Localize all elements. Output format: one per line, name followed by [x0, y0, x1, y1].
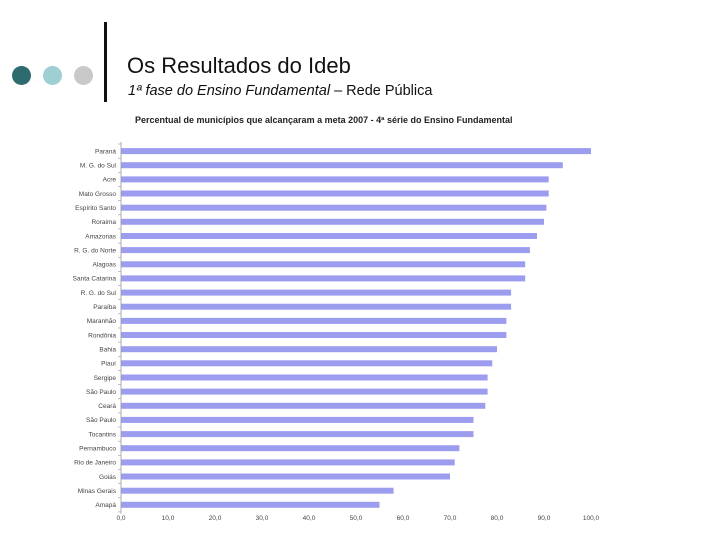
category-label: Acre [103, 177, 117, 184]
bar-19 [121, 416, 474, 423]
chart-title: Percentual de municípios que alcançaram … [135, 115, 512, 125]
bar-14 [121, 346, 497, 353]
x-tick-label: 90,0 [538, 515, 551, 522]
bar-6 [121, 233, 537, 239]
x-tick-label: 0,0 [116, 515, 125, 522]
bar-15 [121, 360, 493, 367]
category-label: Pernambuco [79, 446, 116, 453]
category-label: Goiás [99, 474, 117, 481]
chart-bars [121, 148, 591, 508]
category-label: Rio de Janeiro [74, 460, 116, 467]
bar-18 [121, 402, 486, 409]
x-tick-label: 10,0 [162, 515, 175, 522]
category-label: Alagoas [93, 262, 117, 269]
category-label: M. G. do Sul [80, 163, 117, 170]
slide-subtitle: 1ª fase do Ensino Fundamental – Rede Púb… [128, 83, 432, 99]
bar-8 [121, 261, 526, 268]
x-tick-label: 80,0 [491, 515, 504, 522]
bar-2 [121, 176, 549, 183]
x-tick-label: 50,0 [350, 515, 363, 522]
bar-5 [121, 218, 544, 225]
x-tick-label: 70,0 [444, 515, 457, 522]
chart-axis: 0,0 10,0 20,0 30,0 40,0 50,0 60,0 70,0 80,0 90,0 1… [116, 142, 600, 522]
category-label: Sergipe [94, 375, 117, 382]
title-divider [104, 22, 107, 102]
bar-10 [121, 289, 512, 296]
category-label: Espírito Santo [75, 205, 116, 212]
x-tick-label: 20,0 [209, 515, 222, 522]
subtitle-main: 1ª fase do Ensino Fundamental [128, 83, 331, 99]
category-label: Paraíba [93, 304, 116, 311]
bar-12 [121, 317, 507, 324]
bar-25 [121, 501, 380, 508]
category-label: Bahia [99, 347, 116, 354]
category-label: Rondônia [88, 332, 116, 339]
category-labels: Paraná M. G. do Sul Acre Mato Grosso Espírit… [73, 148, 117, 509]
category-label: Amazonas [85, 233, 116, 240]
bar-23 [121, 473, 450, 480]
bar-17 [121, 388, 488, 395]
category-label: Santa Catarina [73, 276, 117, 283]
category-label: Ceará [98, 403, 116, 410]
category-label: Maranhão [87, 318, 117, 325]
bar-21 [121, 445, 460, 452]
category-label: São Paulo [86, 389, 116, 396]
category-label: Paraná [95, 148, 116, 155]
bar-20 [121, 431, 474, 438]
dot-gray [74, 66, 93, 85]
x-tick-label: 100,0 [583, 515, 600, 522]
x-tick-label: 60,0 [397, 515, 410, 522]
bar-9 [121, 275, 526, 282]
category-label: Amapá [95, 502, 116, 509]
category-label: São Paulo [86, 417, 116, 424]
dot-dark [12, 66, 31, 85]
category-label: Piauí [101, 361, 116, 368]
bar-0 [121, 148, 591, 155]
slide-title: Os Resultados do Ideb [127, 53, 351, 78]
bar-24 [121, 487, 394, 494]
category-label: R. G. do Norte [74, 247, 116, 254]
x-tick-label: 40,0 [303, 515, 316, 522]
bar-7 [121, 247, 530, 254]
bar-11 [121, 303, 512, 310]
category-label: R. G. do Sul [81, 290, 117, 297]
bar-13 [121, 332, 507, 338]
x-tick-label: 30,0 [256, 515, 269, 522]
bar-4 [121, 204, 547, 211]
bar-22 [121, 459, 455, 466]
category-label: Minas Gerais [78, 488, 117, 495]
bar-3 [121, 190, 549, 197]
subtitle-rest: – Rede Pública [330, 83, 433, 99]
bar-1 [121, 162, 563, 169]
dot-light [43, 66, 62, 85]
bar-16 [121, 374, 488, 381]
category-label: Mato Grosso [79, 191, 117, 198]
category-label: Roraima [91, 219, 116, 226]
category-label: Tocantins [89, 431, 117, 438]
